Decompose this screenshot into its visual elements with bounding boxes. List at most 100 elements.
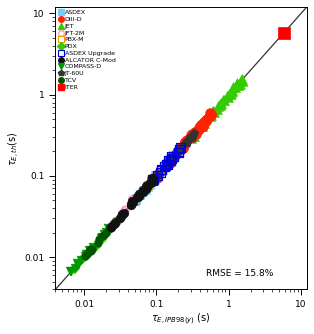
Point <box>179 145 184 150</box>
Point <box>72 266 77 272</box>
Point <box>143 187 148 192</box>
Point <box>154 174 159 180</box>
Point <box>235 81 240 87</box>
Point <box>69 269 74 274</box>
Point <box>168 158 173 163</box>
Point <box>161 165 166 170</box>
Point <box>234 80 239 86</box>
Point <box>120 211 125 216</box>
Point <box>159 167 164 172</box>
Point <box>144 185 149 190</box>
Point <box>122 210 127 216</box>
Point <box>146 182 151 187</box>
Point <box>178 147 183 153</box>
Point <box>209 112 214 117</box>
Point <box>149 178 154 184</box>
Point <box>135 194 140 199</box>
Point <box>200 123 205 128</box>
Point <box>153 175 158 180</box>
Point <box>85 251 90 257</box>
Point <box>115 219 120 225</box>
Point <box>171 155 176 160</box>
Point <box>179 147 184 152</box>
Point <box>198 124 203 129</box>
Point <box>149 179 154 184</box>
Point <box>150 178 155 183</box>
Point <box>155 173 160 178</box>
Point <box>176 149 181 155</box>
Point <box>199 122 204 127</box>
Point <box>122 209 127 214</box>
Point <box>83 253 88 258</box>
Point <box>145 184 150 190</box>
Point <box>156 173 161 178</box>
Point <box>90 244 95 250</box>
Point <box>149 178 154 184</box>
Point <box>114 220 119 225</box>
Point <box>104 231 109 236</box>
Point <box>236 82 241 88</box>
Point <box>168 157 173 162</box>
Point <box>148 179 153 184</box>
Point <box>152 175 157 180</box>
Point <box>169 154 174 159</box>
Point <box>132 198 137 204</box>
Point <box>129 203 134 208</box>
Point <box>145 183 150 188</box>
Point <box>104 230 109 235</box>
Point <box>189 134 194 140</box>
Point <box>131 199 136 205</box>
Point <box>140 188 145 194</box>
Point <box>109 224 114 230</box>
Point <box>109 224 114 229</box>
Point <box>106 226 111 231</box>
Point <box>218 101 223 107</box>
Point <box>91 245 96 250</box>
Point <box>155 171 160 177</box>
Point <box>208 112 214 117</box>
Point <box>131 199 136 204</box>
Point <box>169 156 174 161</box>
Point <box>149 177 154 183</box>
Point <box>84 254 89 259</box>
Point <box>100 234 105 240</box>
Point <box>183 140 188 145</box>
Point <box>174 150 179 155</box>
Point <box>184 140 189 145</box>
Point <box>197 126 202 131</box>
Point <box>281 30 286 35</box>
Point <box>141 187 146 193</box>
Point <box>151 177 156 183</box>
Point <box>211 108 216 113</box>
Point <box>231 85 236 90</box>
Point <box>240 78 245 84</box>
Point <box>167 159 172 164</box>
Point <box>202 120 207 126</box>
Point <box>178 145 183 150</box>
X-axis label: $\tau_{E,IPB98(y)}$ (s): $\tau_{E,IPB98(y)}$ (s) <box>151 312 211 327</box>
Point <box>178 145 183 150</box>
Point <box>143 184 149 189</box>
Point <box>141 188 146 193</box>
Point <box>89 248 94 254</box>
Point <box>137 193 142 198</box>
Point <box>163 163 168 168</box>
Point <box>130 199 135 204</box>
Point <box>87 248 92 254</box>
Point <box>111 221 116 226</box>
Point <box>162 164 167 169</box>
Point <box>150 178 155 183</box>
Point <box>203 118 208 123</box>
Point <box>218 102 223 108</box>
Point <box>123 207 128 212</box>
Point <box>168 158 173 164</box>
Point <box>152 178 157 183</box>
Point <box>225 93 230 99</box>
Point <box>79 257 84 262</box>
Point <box>137 193 142 198</box>
Point <box>184 141 189 146</box>
Point <box>101 231 106 236</box>
Point <box>190 135 195 141</box>
Point <box>177 147 182 152</box>
Point <box>159 167 164 173</box>
